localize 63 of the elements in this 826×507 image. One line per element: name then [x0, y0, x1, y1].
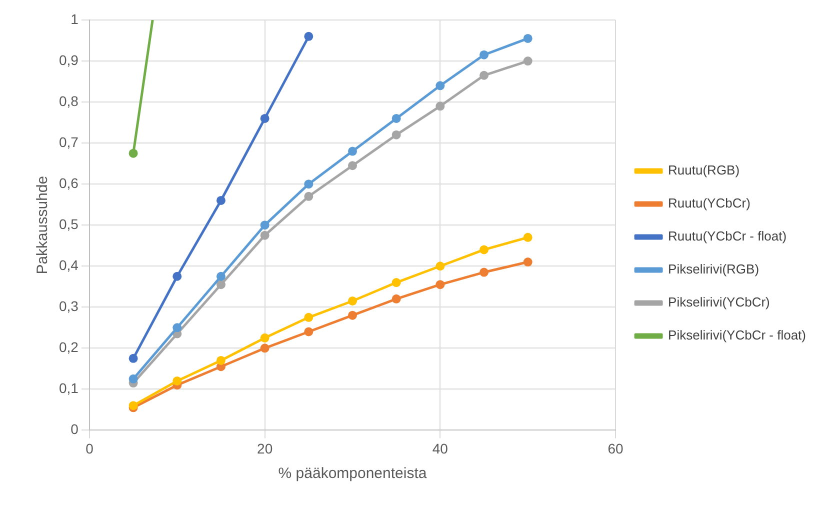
legend-label: Ruutu(RGB): [668, 162, 740, 178]
point: [304, 312, 314, 322]
point: [304, 327, 314, 336]
point: [348, 146, 357, 156]
y-tick-label: 0,2: [58, 339, 79, 356]
point: [392, 114, 401, 123]
y-tick-label: 0,9: [58, 52, 79, 68]
point: [216, 272, 226, 281]
point: [392, 130, 401, 140]
point: [260, 344, 270, 353]
y-tick-label: 1: [70, 10, 79, 27]
point: [304, 192, 314, 201]
point: [480, 245, 489, 254]
point: [480, 70, 489, 80]
point: [260, 230, 270, 240]
point: [348, 296, 357, 306]
y-axis-title: Pakkaussuhde: [34, 176, 52, 274]
point: [128, 374, 138, 384]
legend-label: Pikselirivi(RGB): [668, 262, 760, 277]
point: [128, 148, 138, 158]
point: [216, 280, 226, 290]
point: [523, 56, 532, 66]
point: [392, 294, 401, 304]
point: [128, 354, 138, 363]
y-tick-label: 0,8: [58, 92, 79, 109]
legend-label: Pikselirivi(YCbCr - float): [668, 328, 806, 343]
point: [216, 196, 226, 205]
point: [523, 34, 532, 43]
point: [304, 180, 314, 189]
point: [436, 81, 445, 90]
x-tick-label: 20: [257, 440, 273, 456]
y-tick-label: 0,3: [58, 298, 79, 314]
point: [304, 32, 314, 41]
legend-label: Ruutu(YCbCr - float): [668, 228, 787, 244]
y-tick-label: 0,1: [58, 380, 79, 396]
point: [436, 280, 445, 290]
point: [392, 278, 401, 288]
x-axis-title: % pääkomponenteista: [278, 465, 428, 482]
point: [172, 272, 182, 281]
x-tick-label: 40: [432, 440, 448, 456]
point: [348, 310, 357, 320]
point: [172, 376, 182, 386]
point: [480, 50, 489, 60]
y-tick-label: 0: [70, 421, 79, 438]
point: [523, 232, 532, 242]
y-tick-label: 0,4: [58, 256, 79, 273]
y-tick-label: 0,6: [58, 174, 79, 191]
point: [260, 114, 270, 123]
point: [216, 356, 226, 365]
legend-label: Ruutu(YCbCr): [668, 196, 750, 211]
point: [260, 333, 270, 342]
point: [480, 268, 489, 277]
y-tick-label: 0,5: [58, 216, 79, 232]
point: [523, 258, 532, 267]
point: [260, 220, 270, 230]
point: [436, 102, 445, 111]
point: [348, 161, 357, 170]
x-tick-label: 0: [86, 440, 94, 456]
x-tick-label: 60: [608, 440, 624, 456]
legend-label: Pikselirivi(YCbCr): [668, 294, 770, 310]
point: [172, 323, 182, 332]
y-tick-label: 0,7: [58, 134, 79, 150]
point: [436, 262, 445, 271]
